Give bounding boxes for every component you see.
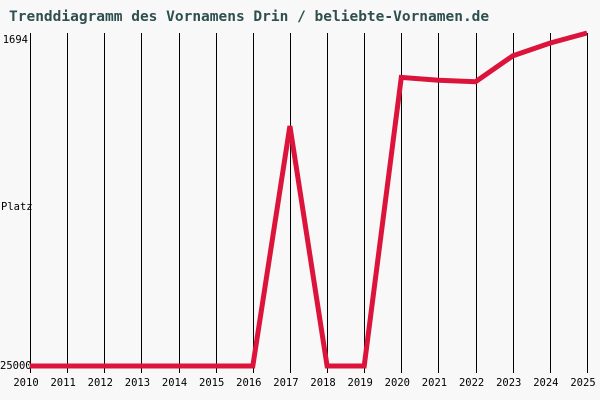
trend-line	[30, 30, 588, 369]
x-axis-tick-label-2010: 2010	[13, 377, 39, 389]
year-gridlines	[30, 33, 588, 373]
x-axis-tick-label-2021: 2021	[421, 377, 448, 389]
x-axis-tick-label-2013: 2013	[124, 377, 151, 389]
x-axis-tick-label-2018: 2018	[310, 377, 336, 389]
x-axis-tick-label-2023: 2023	[496, 377, 522, 389]
x-axis-tick-label-2015: 2015	[199, 377, 225, 389]
x-axis-tick-label-2017: 2017	[273, 377, 299, 389]
x-axis-tick-label-2012: 2012	[87, 377, 113, 389]
y-axis-bottom-tick-label: 25000	[0, 360, 32, 372]
x-axis-tick-label-2022: 2022	[458, 377, 485, 389]
x-axis-tick-label-2014: 2014	[161, 377, 188, 389]
y-axis-top-tick-label: 1694	[2, 34, 28, 46]
x-axis-tick-label-2011: 2011	[50, 377, 76, 389]
x-axis-tick-label-2020: 2020	[384, 377, 410, 389]
y-axis-title: Platz	[1, 201, 33, 213]
x-axis-tick-label-2016: 2016	[236, 377, 262, 389]
chart-title: Trenddiagramm des Vornamens Drin / belie…	[9, 9, 490, 25]
x-axis-tick-label-2024: 2024	[533, 377, 559, 389]
x-axis-tick-label-2025: 2025	[570, 377, 596, 389]
x-axis-tick-label-2019: 2019	[347, 377, 373, 389]
